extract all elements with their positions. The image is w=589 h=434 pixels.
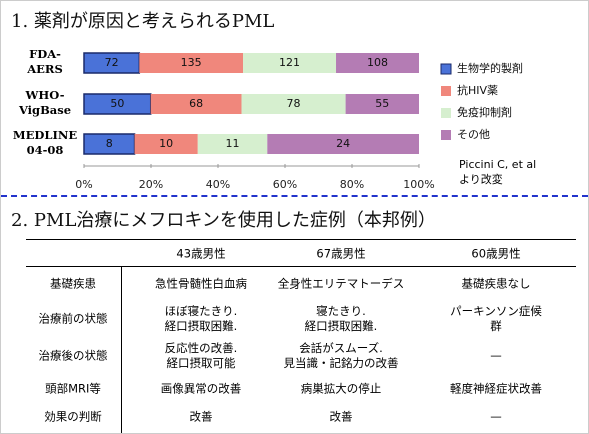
bar-segment [267,134,419,154]
value-label: 55 [375,97,389,110]
table-cell: 全身性エリテマトーデス [277,276,405,291]
value-label: 135 [181,56,202,69]
y-tick-label: FDA- AERS [27,47,63,76]
table-cell: 基礎疾患なし [461,276,531,291]
row-header: 頭部MRI等 [45,381,101,396]
y-tick-label: WHO- VigBase [18,88,72,117]
x-tick-label: 100% [403,178,434,191]
bar-segment [336,53,419,73]
table-cell: 急性骨髄性白血病 [155,276,247,291]
table-cell: 改善 [189,409,213,424]
bar-segment [241,94,346,114]
chart: 0% 20% 40% 60% 80% 100% 72 135 121 108 50 68 78 55 8 10… [75,52,523,191]
separator [1,195,588,197]
table-cell: 寝たきり. 経口摂取困難. [304,304,378,333]
section-title: 2. PML治療にメフロキンを使用した症例（本邦例） [11,210,436,231]
x-tick-label: 0% [75,178,92,191]
table-rule [26,239,576,240]
value-label: 10 [159,137,173,150]
column-header: 67歳男性 [316,246,366,261]
bar-segment [134,134,198,154]
x-tick-label: 40% [206,178,230,191]
legend-swatch [441,86,451,96]
bar-segment [150,94,242,114]
bar-segment [243,53,337,73]
legend-label: 抗HIV薬 [457,83,498,97]
value-label: 68 [189,97,203,110]
legend-label: 免疫抑制剤 [457,105,512,119]
x-tick-label: 20% [139,178,163,191]
y-tick-label: MEDLINE 04-08 [12,128,78,157]
table-cell: 画像異常の改善 [160,381,242,396]
table-cell: 軽度神経症状改善 [450,381,542,396]
table-cell: ほぼ寝たきり. 経口摂取困難. [164,304,238,333]
annotation: Piccini C, et al より改変 [459,158,537,186]
column-header: 60歳男性 [471,246,521,261]
value-label: 78 [287,97,301,110]
table-cell: 会話がスムーズ. 見当識・記銘力の改善 [283,341,399,370]
legend-swatch [441,108,451,118]
table-cell: 病巣拡大の停止 [300,381,382,396]
legend-swatch [441,130,451,140]
x-tick-label: 60% [273,178,297,191]
bar-segment [139,53,244,73]
table-rule [26,266,576,267]
legend-swatch [440,63,452,75]
value-label: 8 [106,137,113,150]
row-header: 治療後の状態 [38,348,108,363]
value-label: 11 [226,137,240,150]
bar-segment [345,94,419,114]
row-header: 治療前の状態 [38,311,108,326]
value-label: 121 [279,56,300,69]
bar-segment [197,134,268,154]
column-header: 43歳男性 [176,246,226,261]
value-label: 108 [367,56,388,69]
row-header: 基礎疾患 [50,276,96,291]
table-rule [121,266,122,433]
value-label: 72 [105,56,119,69]
value-label: 24 [336,137,350,150]
table-cell: 改善 [329,409,353,424]
table-cell: 反応性の改善. 経口摂取可能 [164,341,238,370]
section-title: 1. 薬剤が原因と考えられるPML [11,11,275,32]
table-cell: パーキンソン症候群 [450,304,542,333]
table-cell: — [490,348,502,363]
table-cell: — [490,409,502,424]
legend-label: その他 [457,128,490,141]
x-tick-label: 80% [340,178,364,191]
legend-label: 生物学的製剤 [457,61,523,75]
row-header: 効果の判断 [44,409,102,424]
value-label: 50 [110,97,124,110]
